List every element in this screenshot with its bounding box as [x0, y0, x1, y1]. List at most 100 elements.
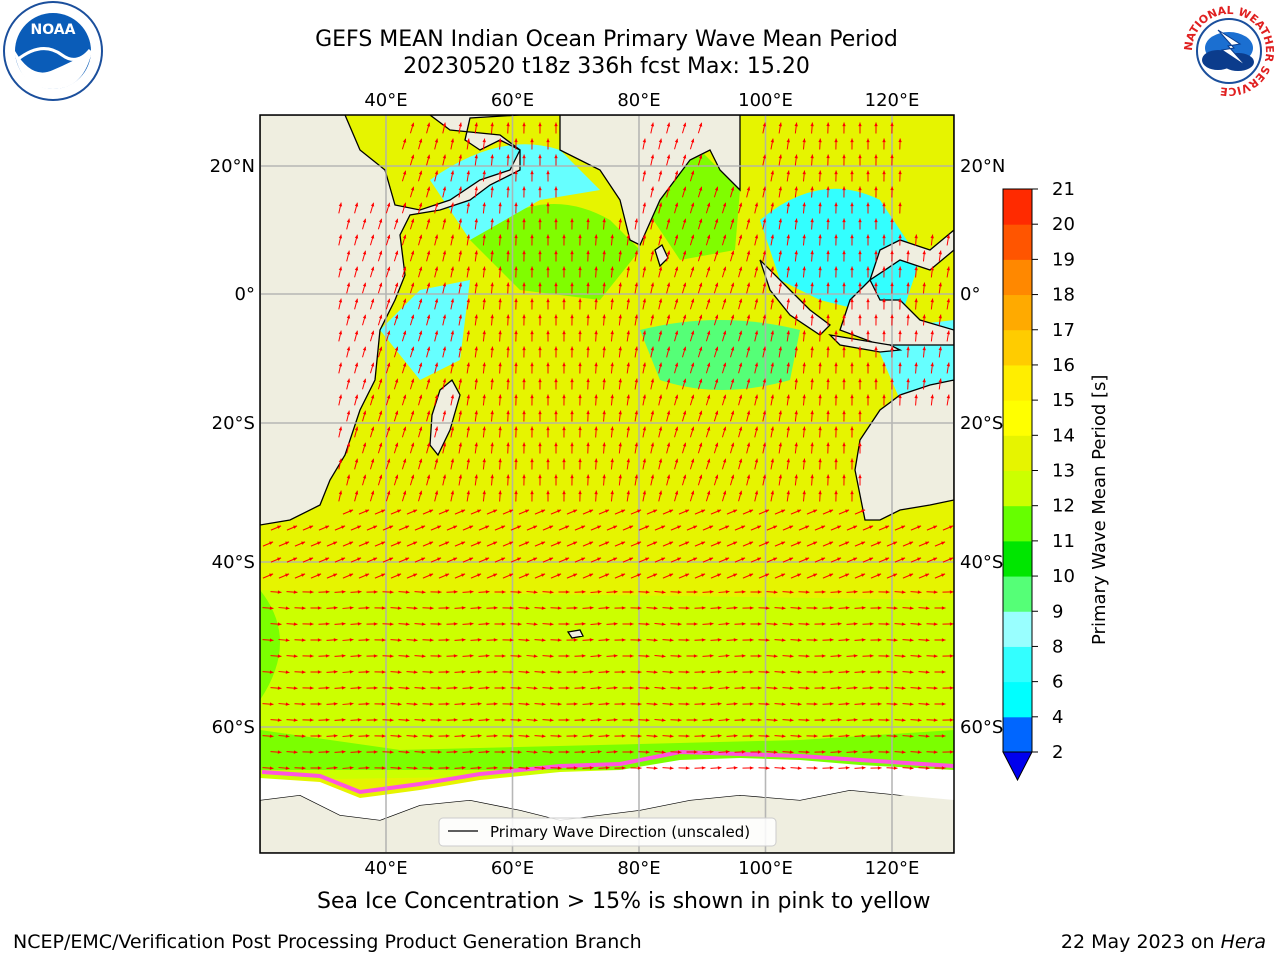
wave-arrowhead	[698, 250, 703, 255]
wave-arrowhead	[874, 282, 878, 287]
wave-arrowhead	[354, 426, 359, 431]
wave-arrowhead	[722, 394, 727, 399]
wave-arrowhead	[733, 573, 738, 577]
wave-arrowhead	[309, 525, 314, 529]
wave-arrowhead	[474, 314, 478, 319]
wave-arrowhead	[490, 250, 494, 255]
wave-arrowhead	[754, 266, 759, 271]
wave-arrowhead	[861, 638, 866, 642]
wave-arrowhead	[493, 702, 498, 706]
wave-arrowhead	[349, 766, 354, 770]
wave-arrowhead	[429, 702, 434, 706]
wave-arrowhead	[557, 638, 562, 642]
wave-arrowhead	[578, 426, 582, 431]
wave-arrowhead	[570, 410, 574, 415]
wave-arrowhead	[565, 750, 570, 754]
wave-arrowhead	[370, 362, 375, 367]
wave-arrowhead	[517, 750, 522, 754]
wave-arrowhead	[325, 525, 330, 529]
wave-arrowhead	[429, 638, 434, 642]
wave-arrowhead	[933, 590, 938, 594]
wave-arrowhead	[450, 426, 455, 431]
wave-arrowhead	[781, 541, 786, 545]
wave-arrowhead	[466, 458, 471, 463]
wave-arrowhead	[546, 202, 550, 207]
wave-arrowhead	[666, 346, 671, 351]
wave-arrowhead	[557, 766, 562, 770]
wave-arrowhead	[517, 718, 522, 722]
wave-arrowhead	[917, 718, 922, 722]
wave-arrowhead	[594, 458, 598, 463]
wave-arrowhead	[749, 541, 754, 545]
wave-arrowhead	[418, 234, 423, 239]
wave-arrowhead	[661, 686, 666, 690]
wave-arrowhead	[437, 590, 442, 594]
wave-arrowhead	[637, 702, 642, 706]
wave-arrowhead	[946, 234, 951, 239]
wave-arrowhead	[434, 298, 439, 303]
wave-arrowhead	[770, 490, 775, 495]
wave-arrowhead	[362, 474, 367, 479]
wave-arrowhead	[941, 638, 946, 642]
wave-arrowhead	[698, 154, 703, 159]
wave-arrowhead	[490, 154, 494, 159]
wave-arrowhead	[373, 622, 378, 626]
wave-arrowhead	[922, 282, 926, 287]
wave-arrowhead	[482, 266, 486, 271]
wave-arrowhead	[458, 442, 463, 447]
wave-arrowhead	[733, 606, 738, 610]
wave-arrowhead	[421, 750, 426, 754]
footer-host: Hera	[1220, 931, 1266, 953]
wave-arrowhead	[397, 509, 402, 513]
wave-arrowhead	[797, 670, 802, 674]
wave-arrowhead	[789, 622, 794, 626]
wave-arrowhead	[469, 654, 474, 658]
wave-arrowhead	[698, 186, 703, 191]
wave-arrowhead	[594, 330, 598, 335]
wave-arrowhead	[434, 458, 439, 463]
wave-arrowhead	[437, 622, 442, 626]
wave-arrowhead	[949, 525, 954, 529]
wave-arrowhead	[898, 170, 902, 175]
wave-arrowhead	[874, 186, 878, 191]
wave-arrowhead	[341, 557, 346, 561]
wave-arrowhead	[394, 410, 399, 415]
wave-arrowhead	[362, 442, 367, 447]
wave-arrowhead	[365, 509, 370, 513]
wave-arrowhead	[701, 573, 706, 577]
wave-arrowhead	[501, 525, 506, 529]
wave-arrowhead	[874, 218, 878, 223]
wave-arrowhead	[626, 426, 631, 431]
wave-arrowhead	[901, 590, 906, 594]
wave-arrowhead	[498, 330, 502, 335]
wave-arrowhead	[773, 686, 778, 690]
wave-arrowhead	[909, 638, 914, 642]
wave-arrowhead	[658, 234, 663, 239]
wave-arrowhead	[730, 186, 735, 191]
wave-arrowhead	[813, 541, 818, 545]
wave-arrowhead	[813, 766, 818, 770]
wave-arrowhead	[490, 474, 494, 479]
wave-arrowhead	[442, 474, 447, 479]
wave-arrowhead	[741, 750, 746, 754]
wave-arrowhead	[426, 410, 431, 415]
wave-arrowhead	[517, 654, 522, 658]
wave-arrowhead	[325, 557, 330, 561]
wave-arrowhead	[890, 122, 894, 127]
wave-arrowhead	[869, 590, 874, 594]
wave-arrowhead	[277, 557, 282, 561]
wave-arrowhead	[890, 314, 894, 319]
somali-cyan	[380, 280, 470, 380]
wave-arrowhead	[925, 670, 930, 674]
wave-arrowhead	[301, 638, 306, 642]
wave-arrowhead	[658, 170, 663, 175]
map-panel	[260, 115, 954, 853]
wave-arrowhead	[389, 525, 394, 529]
wave-arrowhead	[770, 362, 775, 367]
wave-arrowhead	[805, 622, 810, 626]
wave-arrowhead	[450, 490, 455, 495]
wave-arrowhead	[346, 378, 351, 383]
wave-arrowhead	[610, 458, 614, 463]
wave-arrowhead	[818, 266, 822, 271]
map-legend: Primary Wave Direction (unscaled)	[438, 817, 777, 847]
